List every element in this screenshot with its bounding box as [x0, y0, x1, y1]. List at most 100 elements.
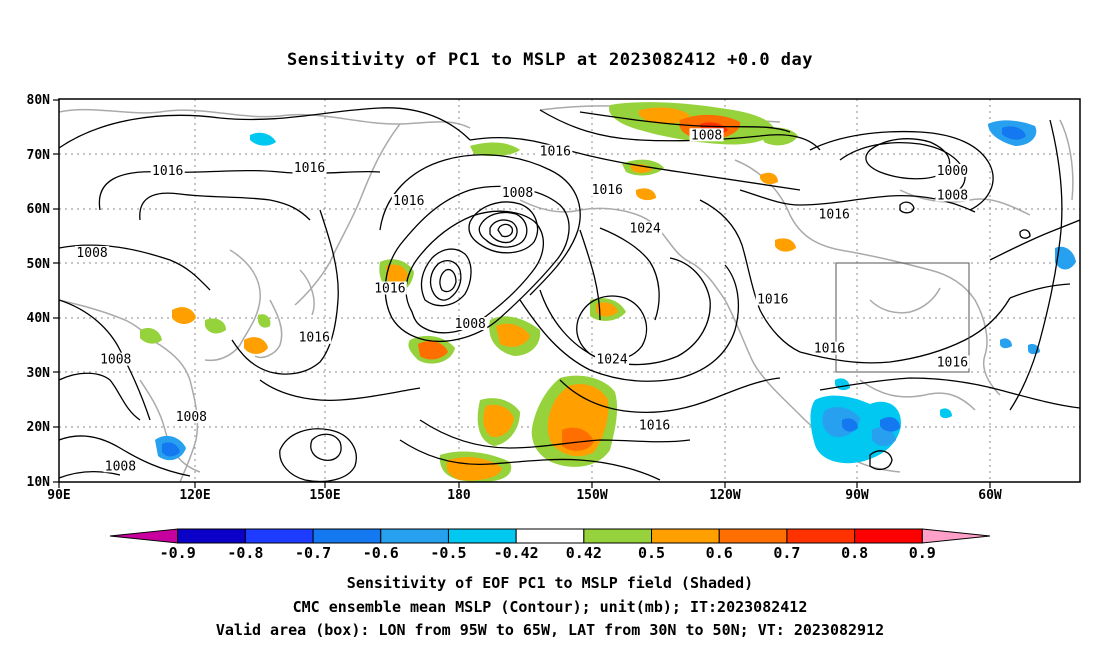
contour-labels: 1016 1016 1008 1016 1016 1016 1008 1008 1008 1008… — [75, 128, 970, 474]
colorbar-swatch — [177, 528, 246, 544]
contour-label-bg — [103, 459, 138, 473]
lon-label: 150E — [309, 488, 340, 503]
colorbar-swatch — [921, 528, 991, 544]
lat-label: 30N — [27, 366, 51, 381]
lon-label: 60W — [978, 488, 1002, 503]
colorbar-swatch — [380, 528, 449, 544]
lat-label: 10N — [27, 475, 51, 490]
colorbar-swatch — [854, 528, 923, 544]
colorbar-swatch — [312, 528, 382, 544]
lat-label: 70N — [27, 148, 51, 163]
contour-label: 1008 — [500, 185, 535, 201]
contour-label: 1008 — [174, 410, 209, 425]
contour-label: 1016 — [292, 161, 327, 176]
contour-label-text: 1008 — [176, 410, 207, 425]
colorbar-label: -0.7 — [295, 544, 331, 562]
contour-label-bg — [935, 355, 970, 369]
contour-label: 1016 — [935, 355, 970, 370]
contour-label-bg — [812, 341, 847, 355]
contour-label-text: 1008 — [937, 188, 968, 203]
contour-label: 1008 — [935, 188, 970, 203]
colorbar-swatch — [786, 528, 856, 544]
colorbar-label: 0.8 — [841, 544, 868, 562]
contour-label-bg — [500, 185, 535, 199]
contour-label: 1016 — [755, 292, 790, 307]
contour-label-text: 1016 — [814, 342, 845, 357]
lon-label: 90W — [845, 488, 869, 503]
contour-label-text: 1016 — [819, 208, 850, 223]
contour-label-text: 1008 — [105, 459, 136, 474]
caption-valid-area: Valid area (box): LON from 95W to 65W, L… — [215, 621, 885, 639]
contour-label: 1008 — [453, 317, 488, 332]
contour-label-text: 1016 — [757, 292, 788, 307]
contour-label-text: 1024 — [629, 221, 660, 236]
contour-label-bg — [453, 317, 488, 331]
contour-label-bg — [75, 245, 110, 259]
contour-label-bg — [150, 163, 185, 177]
valid-area-box — [835, 262, 970, 373]
contour-label: 1016 — [817, 207, 852, 223]
colorbar-swatch — [718, 528, 788, 544]
contour-label: 1000 — [935, 163, 970, 179]
map-frame — [58, 98, 1081, 483]
contour-label: 1008 — [98, 352, 133, 368]
contour-label: 1016 — [538, 144, 573, 160]
contour-label: 1016 — [391, 193, 426, 209]
sensitivity-shading — [140, 102, 1076, 482]
caption-shading: Sensitivity of EOF PC1 to MSLP field (Sh… — [346, 574, 754, 592]
colorbar-swatch — [583, 528, 653, 544]
contour-label-bg — [935, 188, 970, 202]
contour-label-text: 1016 — [393, 194, 424, 209]
lat-label: 60N — [27, 202, 51, 217]
lat-label: 80N — [27, 93, 51, 108]
contour-label-text: 1016 — [294, 161, 325, 176]
contour-label-bg — [935, 163, 970, 177]
contour-label-text: 1008 — [76, 246, 107, 261]
longitude-labels: 90E 120E 150E 180 150W 120W 90W 60W — [47, 488, 1002, 503]
colorbar-swatch — [651, 528, 720, 544]
colorbar-label: -0.9 — [160, 544, 196, 562]
colorbar-label: -0.42 — [494, 544, 539, 562]
lat-label: 50N — [27, 257, 51, 272]
colorbar-swatch — [515, 528, 585, 544]
contour-label: 1008 — [75, 245, 110, 261]
colorbar: -0.9 -0.8 -0.7 -0.6 -0.5 -0.42 0.42 0.5 0.6 0.7 0.… — [109, 528, 991, 562]
contour-label-bg — [292, 161, 327, 175]
contour-label: 1016 — [372, 281, 407, 297]
contour-label-bg — [98, 352, 133, 366]
contour-label-text: 1008 — [100, 353, 131, 368]
colorbar-label: -0.6 — [363, 544, 399, 562]
contour-label-bg — [637, 418, 672, 432]
contour-label-text: 1016 — [592, 183, 623, 198]
colorbar-label: 0.7 — [773, 544, 800, 562]
contour-label-bg — [174, 410, 209, 424]
lat-label: 20N — [27, 420, 51, 435]
contour-label: 1008 — [689, 128, 724, 143]
colorbar-label: 0.6 — [706, 544, 733, 562]
contour-label-bg — [297, 330, 332, 344]
colorbar-swatch — [109, 528, 179, 544]
lat-label: 40N — [27, 311, 51, 326]
contour-label-text: 1016 — [374, 282, 405, 297]
lon-label: 180 — [447, 488, 471, 503]
colorbar-label: 0.5 — [638, 544, 665, 562]
contour-label-bg — [590, 183, 625, 197]
contour-label-text: 1016 — [540, 145, 571, 160]
contour-label-text: 1016 — [299, 331, 330, 346]
contour-label-text: 1000 — [937, 164, 968, 179]
contour-label: 1016 — [812, 341, 847, 357]
contour-label: 1016 — [590, 183, 625, 198]
contour-label-bg — [817, 207, 852, 221]
axis-ticks — [53, 99, 991, 488]
colorbar-swatch — [447, 528, 517, 544]
lon-label: 120E — [179, 488, 210, 503]
contour-label: 1024 — [628, 221, 663, 236]
colorbar-label: 0.9 — [909, 544, 936, 562]
contour-label: 1016 — [637, 418, 672, 433]
colorbar-label: 0.42 — [566, 544, 602, 562]
caption-contour: CMC ensemble mean MSLP (Contour); unit(m… — [292, 598, 808, 616]
contour-label: 1024 — [595, 352, 630, 368]
contour-label: 1016 — [150, 163, 185, 179]
latitude-labels: 80N 70N 60N 50N 40N 30N 20N 10N — [27, 93, 51, 490]
